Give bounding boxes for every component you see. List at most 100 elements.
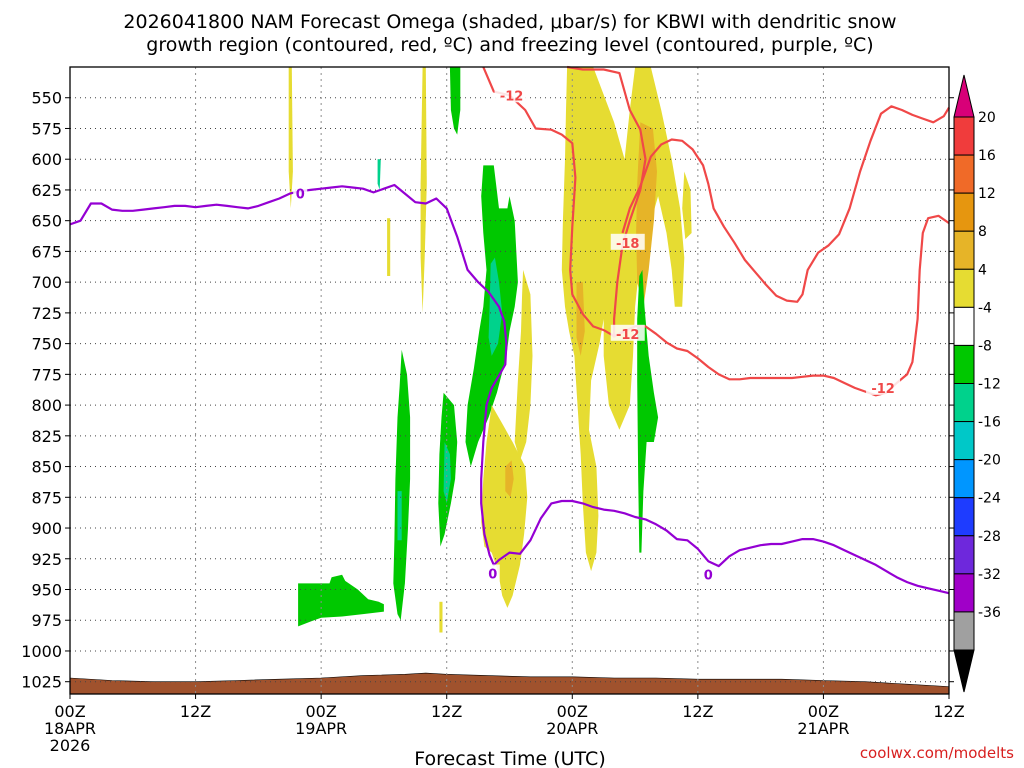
colorbar-swatch-8 bbox=[953, 421, 975, 461]
x-tick-label-0-0: 00Z bbox=[54, 702, 85, 721]
dgz-label-2: -12 bbox=[616, 328, 640, 343]
y-tick-label-1000: 1000 bbox=[21, 642, 62, 661]
colorbar-label-7: -12 bbox=[978, 377, 1001, 393]
colorbar-top-arrow bbox=[953, 74, 975, 118]
colorbar-label-6: -8 bbox=[978, 338, 992, 354]
freezing-label-2: 0 bbox=[704, 569, 713, 584]
y-tick-label-825: 825 bbox=[31, 427, 62, 446]
colorbar-label-9: -20 bbox=[978, 453, 1001, 469]
omega-region-0 bbox=[288, 67, 293, 209]
dgz-label-bg-0 bbox=[494, 86, 529, 103]
freezing-level-contour bbox=[69, 183, 950, 595]
y-tick-label-750: 750 bbox=[31, 335, 62, 354]
omega-shading-layer bbox=[288, 67, 692, 633]
colorbar-label-1: 16 bbox=[978, 148, 996, 164]
y-axis: 550 575 600 625 650 675 700 725 750 775 800 825 850 8… bbox=[21, 89, 954, 692]
x-tick-label-24-1: 19APR bbox=[295, 719, 347, 738]
omega-region-19 bbox=[682, 171, 692, 240]
x-tick-label-0-1: 18APR bbox=[44, 719, 96, 738]
omega-region-17 bbox=[576, 282, 585, 356]
omega-region-9 bbox=[397, 491, 402, 541]
y-tick-label-975: 975 bbox=[31, 611, 62, 630]
x-tick-label-72-1: 21APR bbox=[797, 719, 849, 738]
colorbar-label-8: -16 bbox=[978, 415, 1001, 431]
colorbar-swatch-3 bbox=[953, 230, 975, 270]
colorbar-swatch-5 bbox=[953, 306, 975, 346]
colorbar-label-5: -4 bbox=[978, 300, 992, 316]
x-tick-label-48-0: 00Z bbox=[557, 702, 588, 721]
x-tick-label-36-0: 12Z bbox=[431, 702, 462, 721]
y-tick-label-800: 800 bbox=[31, 396, 62, 415]
y-tick-label-550: 550 bbox=[31, 89, 62, 108]
x-tick-label-48-1: 20APR bbox=[546, 719, 598, 738]
omega-region-10 bbox=[298, 574, 384, 627]
colorbar-label-13: -36 bbox=[978, 605, 1001, 621]
colorbar-label-4: 4 bbox=[978, 262, 987, 278]
chart-title-line2: growth region (contoured, red, ºC) and f… bbox=[146, 34, 873, 56]
freezing-label-0: 0 bbox=[296, 188, 305, 203]
y-tick-label-625: 625 bbox=[31, 181, 62, 200]
y-tick-label-775: 775 bbox=[31, 365, 62, 384]
ground-surface bbox=[69, 672, 950, 695]
x-tick-label-24-0: 00Z bbox=[305, 702, 336, 721]
colorbar-swatch-7 bbox=[953, 383, 975, 423]
colorbar-label-12: -32 bbox=[978, 567, 1001, 583]
freezing-label-bg-2 bbox=[701, 565, 716, 582]
dgz-label-bg-1 bbox=[610, 233, 645, 250]
y-tick-label-875: 875 bbox=[31, 488, 62, 507]
y-tick-label-650: 650 bbox=[31, 212, 62, 231]
x-axis-title: Forecast Time (UTC) bbox=[414, 748, 605, 768]
y-tick-label-600: 600 bbox=[31, 150, 62, 169]
colorbar-swatch-12 bbox=[953, 573, 975, 613]
dgz-label-0: -12 bbox=[500, 89, 524, 104]
x-tick-label-84-0: 12Z bbox=[933, 702, 964, 721]
dgz-contour-1 bbox=[566, 65, 647, 338]
omega-region-20 bbox=[377, 159, 381, 190]
omega-region-11 bbox=[514, 269, 533, 461]
y-tick-label-700: 700 bbox=[31, 273, 62, 292]
freezing-label-bg-0 bbox=[293, 184, 308, 201]
omega-region-5 bbox=[488, 257, 503, 356]
colorbar-swatch-13 bbox=[953, 611, 975, 651]
dgz-contour-2 bbox=[621, 105, 950, 303]
colorbar-bottom-arrow bbox=[953, 649, 975, 693]
freezing-label-1: 0 bbox=[488, 568, 497, 583]
freezing-label-bg-1 bbox=[485, 564, 500, 581]
omega-region-3 bbox=[449, 67, 461, 135]
dgz-label-3: -12 bbox=[871, 382, 895, 397]
colorbar-label-11: -28 bbox=[978, 529, 1001, 545]
contour-label-layer: -12 -18 -12 -12 0 0 0 bbox=[293, 86, 901, 584]
dgz-label-1: -18 bbox=[616, 237, 640, 252]
ground-layer bbox=[69, 672, 950, 695]
colorbar-label-2: 12 bbox=[978, 186, 996, 202]
y-tick-label-850: 850 bbox=[31, 458, 62, 477]
x-tick-label-72-0: 00Z bbox=[808, 702, 839, 721]
colorbar-swatch-4 bbox=[953, 268, 975, 308]
omega-region-8 bbox=[393, 349, 411, 621]
y-tick-label-1025: 1025 bbox=[21, 673, 62, 692]
colorbar-swatch-6 bbox=[953, 344, 975, 384]
colorbar-label-10: -24 bbox=[978, 491, 1001, 507]
omega-region-2 bbox=[387, 218, 391, 276]
dgz-label-bg-2 bbox=[610, 324, 645, 341]
colorbar-swatch-11 bbox=[953, 535, 975, 575]
omega-region-14 bbox=[439, 601, 443, 633]
colorbar-label-3: 8 bbox=[978, 224, 987, 240]
colorbar-swatch-0 bbox=[953, 116, 975, 156]
y-tick-label-925: 925 bbox=[31, 550, 62, 569]
credit-link[interactable]: coolwx.com/modelts bbox=[860, 744, 1014, 762]
plot-frame bbox=[69, 66, 950, 695]
omega-region-7 bbox=[443, 442, 451, 504]
x-tick-label-12-0: 12Z bbox=[180, 702, 211, 721]
y-tick-label-575: 575 bbox=[31, 119, 62, 138]
y-tick-label-950: 950 bbox=[31, 581, 62, 600]
x-tick-label-60-0: 12Z bbox=[682, 702, 713, 721]
y-tick-label-900: 900 bbox=[31, 519, 62, 538]
colorbar-swatch-1 bbox=[953, 154, 975, 194]
chart-title-line1: 2026041800 NAM Forecast Omega (shaded, μ… bbox=[123, 11, 896, 33]
grid-layer bbox=[70, 67, 949, 694]
colorbar-label-0: 20 bbox=[978, 110, 996, 126]
colorbar-swatch-2 bbox=[953, 192, 975, 232]
